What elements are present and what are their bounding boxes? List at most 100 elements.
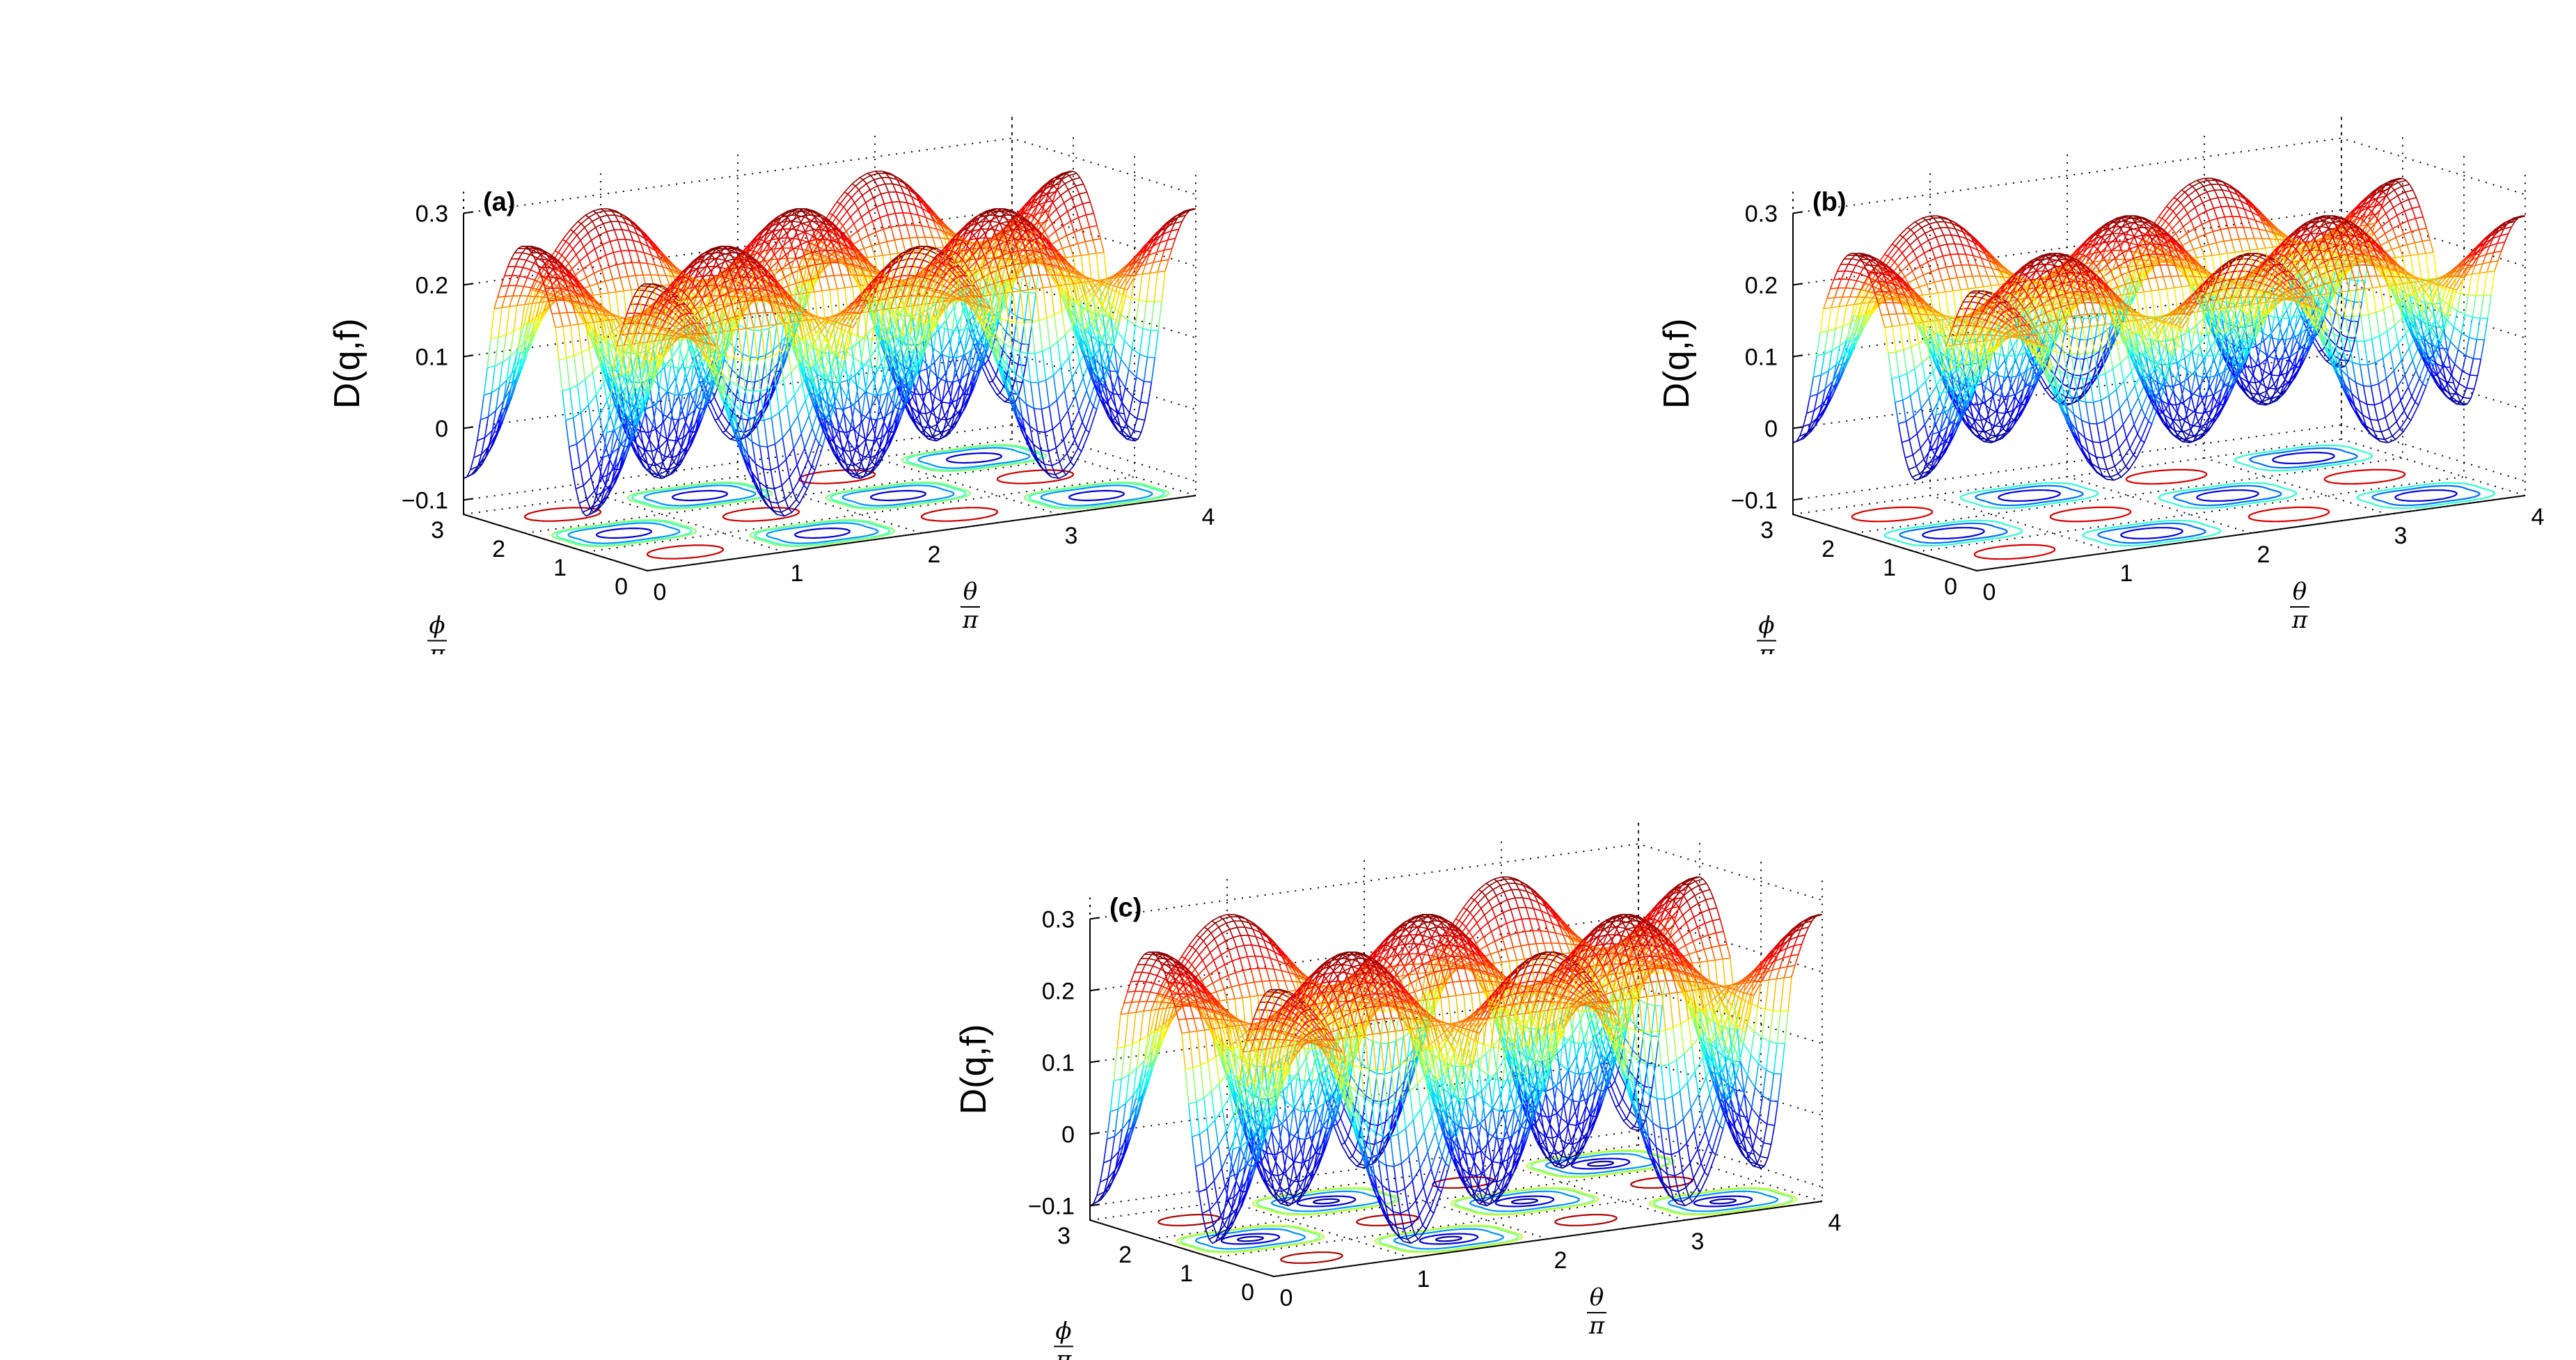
mesh-segment — [1041, 406, 1050, 410]
mesh-segment — [609, 264, 617, 268]
mesh-segment — [587, 448, 596, 460]
mesh-segment — [855, 179, 864, 187]
mesh-segment — [753, 477, 762, 496]
mesh-segment — [1060, 195, 1065, 203]
mesh-segment — [842, 237, 851, 245]
mesh-segment — [1060, 357, 1070, 368]
mesh-segment — [1085, 406, 1094, 430]
mesh-segment — [1147, 381, 1153, 404]
mesh-segment — [960, 340, 965, 354]
mesh-segment — [777, 276, 785, 283]
mesh-segment — [677, 422, 686, 441]
mesh-segment — [1068, 357, 1073, 379]
mesh-segment — [964, 381, 974, 393]
mesh-segment — [857, 267, 866, 294]
mesh-segment — [1068, 173, 1077, 176]
mesh-segment — [625, 239, 633, 242]
mesh-segment — [1045, 211, 1050, 218]
mesh-segment — [984, 364, 993, 381]
mesh-segment — [1059, 422, 1064, 441]
mesh-segment — [1014, 380, 1022, 384]
mesh-segment — [1142, 301, 1147, 329]
mesh-segment — [1063, 293, 1072, 319]
mesh-segment — [713, 397, 722, 413]
mesh-segment — [1135, 354, 1141, 378]
mesh-segment — [1032, 193, 1038, 202]
mesh-segment — [602, 415, 611, 434]
mesh-segment — [786, 227, 795, 234]
mesh-segment — [1139, 329, 1144, 355]
mesh-segment — [723, 331, 732, 342]
mesh-segment — [1009, 393, 1018, 418]
mesh-segment — [1124, 263, 1133, 276]
mesh-segment — [1118, 402, 1123, 413]
mesh-segment — [986, 267, 990, 294]
mesh-segment — [686, 410, 695, 418]
mesh-segment — [1109, 318, 1118, 331]
mesh-segment — [502, 356, 511, 363]
mesh-segment — [768, 384, 777, 390]
mesh-segment — [797, 400, 807, 416]
mesh-segment — [1055, 448, 1060, 462]
mesh-segment — [503, 388, 512, 402]
mesh-segment — [1128, 274, 1132, 276]
mesh-segment — [690, 323, 699, 334]
mesh-segment — [1052, 374, 1058, 401]
mesh-segment — [903, 370, 912, 381]
mesh-segment — [1049, 197, 1054, 203]
mesh-segment — [692, 307, 701, 310]
mesh-segment — [925, 216, 934, 222]
mesh-segment — [682, 392, 690, 396]
mesh-segment — [1025, 229, 1029, 233]
mesh-segment — [536, 310, 545, 318]
mesh-segment — [940, 237, 945, 248]
mesh-segment — [920, 290, 930, 322]
mesh-segment — [645, 290, 653, 293]
mesh-segment — [1018, 241, 1023, 244]
mesh-segment — [945, 328, 953, 331]
mesh-segment — [784, 512, 793, 517]
mesh-segment — [1032, 244, 1041, 252]
mesh-segment — [1126, 438, 1135, 442]
mesh-segment — [583, 477, 592, 487]
mesh-segment — [980, 228, 988, 230]
mesh-segment — [1068, 185, 1077, 191]
mesh-segment — [544, 296, 553, 313]
mesh-segment — [1105, 388, 1110, 407]
mesh-segment — [823, 239, 832, 242]
mesh-segment — [1032, 274, 1041, 276]
mesh-segment — [755, 292, 764, 298]
mesh-segment — [1047, 179, 1052, 184]
mesh-segment — [1060, 293, 1065, 303]
mesh-segment — [564, 248, 574, 260]
mesh-segment — [1070, 216, 1079, 222]
mesh-segment — [601, 362, 610, 388]
mesh-segment — [972, 246, 981, 255]
mesh-segment — [721, 412, 730, 425]
mesh-segment — [884, 183, 890, 193]
mesh-segment — [1086, 191, 1091, 203]
mesh-segment — [1093, 381, 1098, 393]
mesh-segment — [574, 351, 583, 356]
mesh-segment — [1077, 294, 1085, 301]
mesh-segment — [837, 287, 846, 290]
mesh-segment — [613, 277, 621, 280]
mesh-segment — [473, 453, 482, 459]
mesh-segment — [1053, 179, 1062, 187]
mesh-segment — [1075, 332, 1080, 343]
mesh-segment — [1108, 306, 1114, 319]
mesh-segment — [1086, 349, 1091, 367]
mesh-segment — [701, 388, 710, 402]
mesh-segment — [1009, 264, 1013, 280]
mesh-segment — [812, 404, 821, 429]
mesh-segment — [1027, 440, 1036, 458]
mesh-segment — [1016, 322, 1024, 324]
mesh-segment — [1102, 331, 1107, 341]
mesh-segment — [1086, 345, 1091, 358]
mesh-segment — [1022, 223, 1027, 232]
contour-line — [825, 481, 972, 510]
mesh-segment — [995, 284, 1005, 315]
mesh-segment — [705, 300, 714, 308]
mesh-segment — [862, 189, 871, 196]
mesh-segment — [681, 390, 690, 411]
